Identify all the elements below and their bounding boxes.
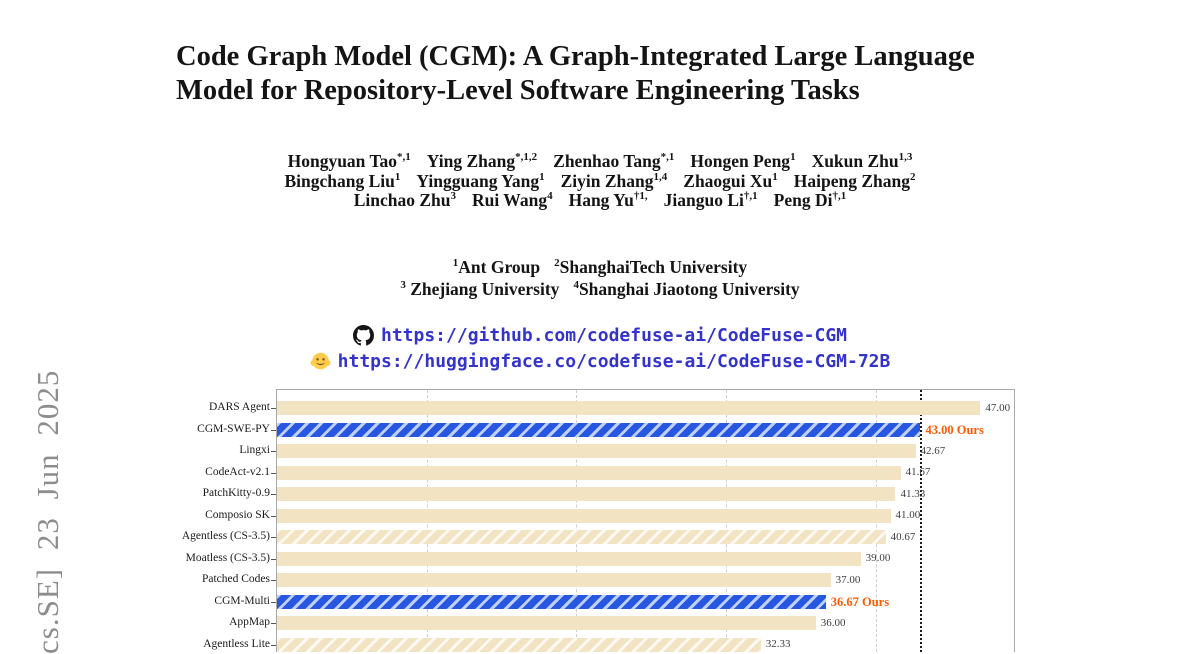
bar bbox=[277, 422, 921, 437]
bar bbox=[277, 465, 901, 480]
affiliation: 1Ant Group bbox=[452, 257, 541, 277]
bar bbox=[277, 551, 861, 566]
bar bbox=[277, 487, 896, 501]
author-name: Rui Wang4 bbox=[472, 190, 553, 210]
bar-value-label: 40.67 bbox=[890, 530, 916, 543]
title-line-2: Model for Repository-Level Software Engi… bbox=[176, 75, 860, 106]
author-name: Zhaogui Xu1 bbox=[683, 170, 778, 191]
bar bbox=[277, 637, 761, 652]
bar-value-label: 36.67 Ours bbox=[830, 594, 890, 609]
bar-value-label: 36.00 bbox=[820, 616, 846, 629]
author-name: Ying Zhang*,1,2 bbox=[426, 151, 538, 171]
author-name: Ziyin Zhang1,4 bbox=[560, 170, 668, 191]
paper-title: Code Graph Model (CGM): A Graph-Integrat… bbox=[176, 40, 1096, 108]
affiliation-line: 3 Zhejiang University 4Shanghai Jiaotong … bbox=[0, 278, 1200, 300]
author-name: Linchao Zhu3 bbox=[353, 190, 457, 210]
chart-y-axis-labels: DARS Agent CGM-SWE-PY Lingxi CodeAct-v2.1 Pa… bbox=[0, 389, 270, 651]
y-axis-label: CodeAct-v2.1 bbox=[205, 465, 270, 478]
y-axis-tick bbox=[271, 537, 276, 538]
affiliation-line: 1Ant Group 2ShanghaiTech University bbox=[0, 256, 1200, 278]
reference-line bbox=[920, 390, 923, 652]
bar-value-label: 39.00 bbox=[865, 552, 891, 564]
author-line: Linchao Zhu3 Rui Wang4 Hang Yu†1, Jianguo L… bbox=[0, 190, 1200, 211]
author-name: Yingguang Yang1 bbox=[416, 170, 545, 191]
y-axis-label: Lingxi bbox=[239, 444, 270, 456]
affiliation-list: 1Ant Group 2ShanghaiTech University 3 Zhej… bbox=[0, 256, 1200, 300]
y-axis-tick bbox=[271, 601, 276, 603]
y-axis-label: Patched Codes bbox=[201, 573, 270, 585]
bar-value-label: 37.00 bbox=[835, 573, 861, 586]
author-name: Xukun Zhu1,3 bbox=[811, 151, 913, 171]
github-link[interactable]: https://github.com/codefuse-ai/CodeFuse-… bbox=[381, 324, 847, 346]
author-name: Zhenhao Tang*,1 bbox=[553, 151, 675, 171]
bar bbox=[277, 594, 826, 609]
y-axis-label: Agentless Lite bbox=[203, 637, 270, 650]
y-axis-tick bbox=[271, 515, 276, 517]
author-name: Hongyuan Tao*,1 bbox=[287, 151, 411, 171]
y-axis-tick bbox=[271, 580, 276, 581]
y-axis-label: PatchKitty-0.9 bbox=[202, 487, 270, 499]
bar bbox=[277, 573, 831, 587]
bar bbox=[277, 508, 891, 523]
affiliation: 4Shanghai Jiaotong University bbox=[573, 279, 800, 299]
y-axis-label: Agentless (CS-3.5) bbox=[181, 530, 270, 542]
bar-value-label: 41.00 bbox=[895, 509, 921, 521]
chart-plot-area: 47.00 43.00 Ours 42.67 41.67 41.33 41.00 40.67… bbox=[271, 389, 1015, 652]
y-axis-tick bbox=[271, 623, 276, 624]
author-name: Hang Yu†1, bbox=[568, 190, 648, 210]
bar bbox=[277, 444, 916, 458]
author-name: Peng Di†,1 bbox=[773, 190, 847, 210]
y-axis-tick bbox=[271, 644, 276, 646]
y-axis-label: AppMap bbox=[229, 616, 270, 628]
y-axis-label: CGM-SWE-PY bbox=[197, 422, 270, 435]
author-name: Bingchang Liu1 bbox=[284, 170, 401, 191]
y-axis-label: Moatless (CS-3.5) bbox=[185, 551, 270, 564]
hugging-face-icon bbox=[310, 351, 331, 372]
author-name: Haipeng Zhang2 bbox=[793, 170, 916, 191]
y-axis-label: CGM-Multi bbox=[214, 594, 270, 607]
y-axis-tick bbox=[271, 558, 276, 560]
author-line: Bingchang Liu1 Yingguang Yang1 Ziyin Zhang… bbox=[0, 170, 1200, 192]
affiliation: 2ShanghaiTech University bbox=[554, 257, 748, 277]
y-axis-tick bbox=[271, 451, 276, 452]
links-block: https://github.com/codefuse-ai/CodeFuse-… bbox=[0, 322, 1200, 374]
author-name: Hongen Peng1 bbox=[690, 151, 796, 171]
bar bbox=[277, 530, 886, 544]
github-icon bbox=[353, 324, 374, 346]
bar bbox=[277, 401, 981, 415]
author-name: Jianguo Li†,1 bbox=[663, 190, 758, 210]
bar-value-label: 43.00 Ours bbox=[925, 422, 984, 437]
huggingface-link[interactable]: https://huggingface.co/codefuse-ai/CodeF… bbox=[337, 350, 891, 372]
author-line: Hongyuan Tao*,1 Ying Zhang*,1,2 Zhenhao Ta… bbox=[0, 151, 1200, 172]
y-axis-label: DARS Agent bbox=[208, 401, 270, 413]
y-axis-label: Composio SK bbox=[205, 508, 270, 521]
y-axis-tick bbox=[271, 494, 276, 495]
affiliation: 3 Zhejiang University bbox=[400, 279, 560, 299]
title-line-1: Code Graph Model (CGM): A Graph-Integrat… bbox=[176, 41, 975, 72]
author-list: Hongyuan Tao*,1 Ying Zhang*,1,2 Zhenhao Ta… bbox=[0, 151, 1200, 211]
bar bbox=[277, 616, 816, 630]
github-link-row: https://github.com/codefuse-ai/CodeFuse-… bbox=[0, 322, 1200, 348]
bar-value-label: 42.67 bbox=[920, 444, 946, 457]
huggingface-link-row: https://huggingface.co/codefuse-ai/CodeF… bbox=[0, 348, 1200, 374]
bar-value-label: 47.00 bbox=[985, 401, 1011, 414]
y-axis-tick bbox=[271, 408, 276, 409]
y-axis-tick bbox=[271, 472, 276, 474]
bar-value-label: 41.33 bbox=[900, 487, 926, 500]
bar-value-label: 41.67 bbox=[905, 466, 931, 478]
bar-value-label: 32.33 bbox=[765, 638, 791, 650]
y-axis-tick bbox=[271, 429, 276, 431]
